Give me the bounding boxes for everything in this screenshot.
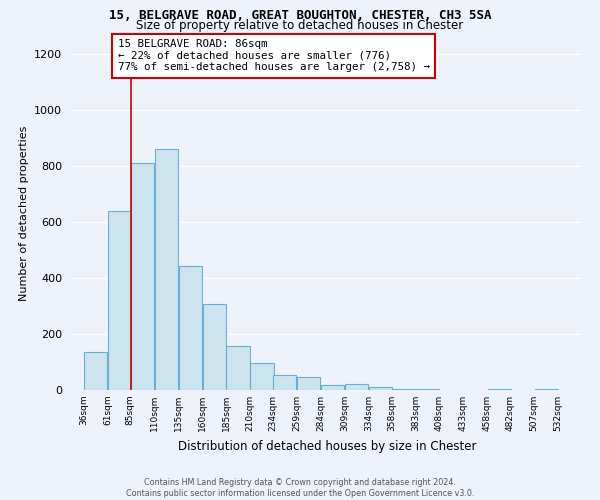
Bar bbox=[321, 385, 344, 390]
Text: Size of property relative to detached houses in Chester: Size of property relative to detached ho… bbox=[136, 19, 464, 32]
Bar bbox=[345, 384, 368, 390]
Bar bbox=[250, 364, 274, 390]
Bar bbox=[274, 375, 296, 390]
Bar bbox=[155, 150, 178, 390]
Bar bbox=[84, 352, 107, 390]
Bar bbox=[297, 378, 320, 390]
Bar bbox=[392, 388, 415, 390]
Bar bbox=[226, 346, 250, 390]
Bar bbox=[108, 211, 131, 390]
Y-axis label: Number of detached properties: Number of detached properties bbox=[19, 126, 29, 302]
Bar bbox=[203, 304, 226, 390]
Text: 15, BELGRAVE ROAD, GREAT BOUGHTON, CHESTER, CH3 5SA: 15, BELGRAVE ROAD, GREAT BOUGHTON, CHEST… bbox=[109, 9, 491, 22]
Text: Contains HM Land Registry data © Crown copyright and database right 2024.
Contai: Contains HM Land Registry data © Crown c… bbox=[126, 478, 474, 498]
X-axis label: Distribution of detached houses by size in Chester: Distribution of detached houses by size … bbox=[178, 440, 476, 452]
Bar bbox=[179, 266, 202, 390]
Bar bbox=[369, 387, 392, 390]
Bar bbox=[131, 164, 154, 390]
Text: 15 BELGRAVE ROAD: 86sqm
← 22% of detached houses are smaller (776)
77% of semi-d: 15 BELGRAVE ROAD: 86sqm ← 22% of detache… bbox=[118, 40, 430, 72]
Bar bbox=[488, 388, 511, 390]
